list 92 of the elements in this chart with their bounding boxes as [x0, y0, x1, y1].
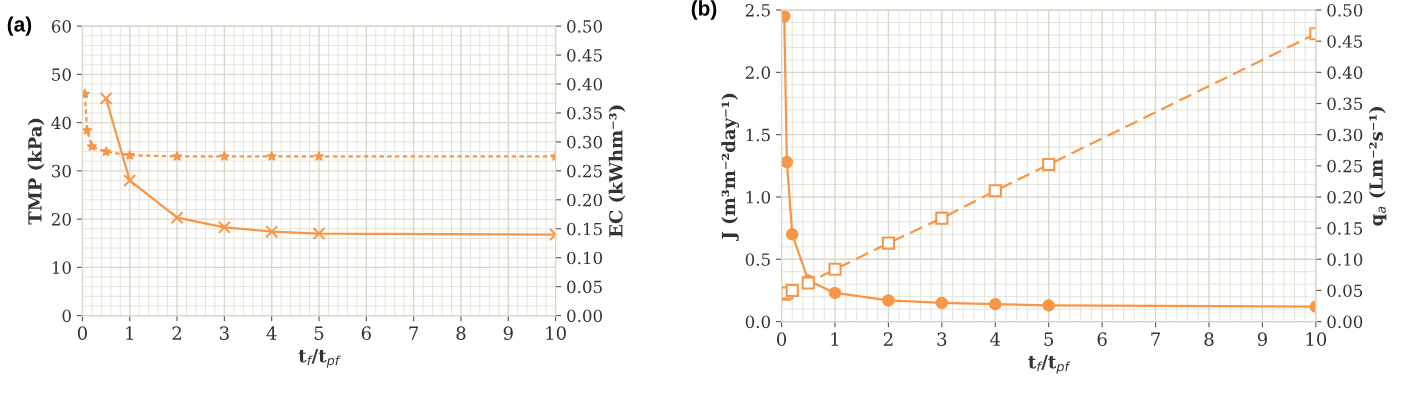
y2-tick-label: 0.45: [567, 49, 602, 62]
y-tick-label: 50: [52, 68, 71, 81]
y-tick-label: 0: [62, 309, 71, 323]
x-tick-label: 10: [1306, 332, 1327, 346]
point: [1042, 299, 1055, 312]
y2-tick-label: 0.25: [567, 164, 602, 178]
point: [217, 220, 231, 234]
x-tick-label: 2: [883, 332, 893, 346]
x-tick-label: 7: [1151, 332, 1160, 346]
x-tick-label: 8: [456, 326, 466, 340]
y2-tick-label: 0.00: [1327, 315, 1363, 329]
point: [313, 150, 325, 162]
point: [99, 91, 113, 106]
point: [881, 236, 896, 250]
y-tick-label: 1.0: [746, 190, 771, 204]
x-tick-label: 8: [1204, 332, 1214, 346]
y2-tick-label: 0.40: [1327, 66, 1363, 79]
point: [219, 150, 230, 162]
x-tick-label: 1: [831, 332, 839, 346]
point: [882, 294, 895, 307]
y2-tick-label: 0.35: [567, 106, 602, 120]
y2-tick-label: 0.30: [567, 135, 603, 149]
y2-tick-label: 0.15: [567, 222, 602, 236]
x-tick-label: 5: [1044, 332, 1054, 346]
y2-tick-label: 0.10: [1327, 253, 1363, 266]
y-axis-title: J (m³m⁻²day⁻¹): [721, 93, 740, 242]
y-tick-label: 20: [51, 213, 71, 226]
y2-tick-label: 0.20: [567, 193, 603, 207]
y2-axis-title: EC (kWhm⁻³): [608, 105, 626, 237]
x-tick-label: 2: [172, 326, 182, 340]
point: [312, 227, 326, 241]
x-tick-label: 6: [1097, 332, 1107, 346]
chart-title: (a): [7, 16, 32, 36]
point: [988, 184, 1002, 198]
x-axis-title: t$_{f}$/t$_{pf}$: [298, 349, 341, 368]
point: [935, 211, 949, 225]
x-tick-label: 3: [937, 332, 947, 346]
y2-tick-label: 0.50: [567, 20, 603, 33]
y2-axis-title: q$_{a}$ (Lm⁻²s⁻¹): [1368, 106, 1387, 226]
x-tick-label: 5: [314, 326, 324, 340]
y-tick-label: 30: [52, 164, 71, 178]
point: [781, 155, 794, 169]
x-tick-label: 0: [77, 326, 87, 340]
y-tick-label: 10: [52, 261, 71, 274]
y-tick-label: 1.5: [746, 128, 770, 142]
y2-tick-label: 0.10: [567, 251, 603, 265]
point: [828, 262, 842, 276]
point: [171, 150, 183, 162]
y-tick-label: 40: [51, 116, 71, 130]
point: [265, 225, 279, 239]
point: [935, 296, 949, 310]
y-tick-label: 60: [51, 20, 71, 33]
y-axis-title: TMP (kPa): [27, 118, 45, 225]
point: [828, 286, 842, 300]
y2-tick-label: 0.05: [1327, 284, 1363, 298]
point: [785, 283, 799, 298]
y2-tick-label: 0.25: [1327, 159, 1363, 173]
y2-tick-label: 0.20: [1327, 190, 1363, 204]
x-tick-label: 6: [361, 326, 371, 340]
x-tick-label: 1: [126, 326, 133, 340]
x-tick-label: 0: [777, 332, 787, 346]
x-tick-label: 7: [409, 326, 419, 340]
y-tick-label: 0.0: [745, 315, 771, 329]
point: [266, 150, 278, 162]
point: [100, 146, 112, 157]
y2-tick-label: 0.45: [1327, 35, 1363, 48]
point: [124, 149, 136, 160]
x-tick-label: 10: [546, 326, 566, 340]
y2-tick-label: 0.05: [567, 280, 602, 294]
x-tick-label: 9: [1257, 332, 1267, 346]
y-tick-label: 0.5: [745, 253, 770, 266]
x-axis-title: t$_{f}$/t$_{pf}$: [1028, 355, 1071, 374]
y2-tick-label: 0.00: [567, 309, 603, 323]
x-tick-label: 3: [220, 326, 229, 340]
point: [785, 228, 799, 241]
point: [989, 297, 1002, 311]
y2-tick-label: 0.50: [1327, 4, 1363, 17]
point: [86, 140, 98, 152]
x-tick-label: 9: [503, 326, 513, 340]
y-tick-label: 2.5: [745, 4, 770, 17]
chart-title: (b): [691, 0, 717, 20]
x-tick-label: 4: [266, 326, 277, 340]
x-tick-label: 4: [990, 332, 1001, 346]
point: [82, 124, 93, 135]
point: [1042, 157, 1056, 172]
y2-tick-label: 0.15: [1327, 222, 1363, 235]
y2-tick-label: 0.35: [1327, 97, 1363, 111]
point: [170, 211, 184, 225]
point: [123, 173, 137, 188]
y2-tick-label: 0.40: [567, 77, 603, 91]
y-tick-label: 2.0: [745, 66, 771, 79]
y2-tick-label: 0.30: [1327, 128, 1363, 142]
